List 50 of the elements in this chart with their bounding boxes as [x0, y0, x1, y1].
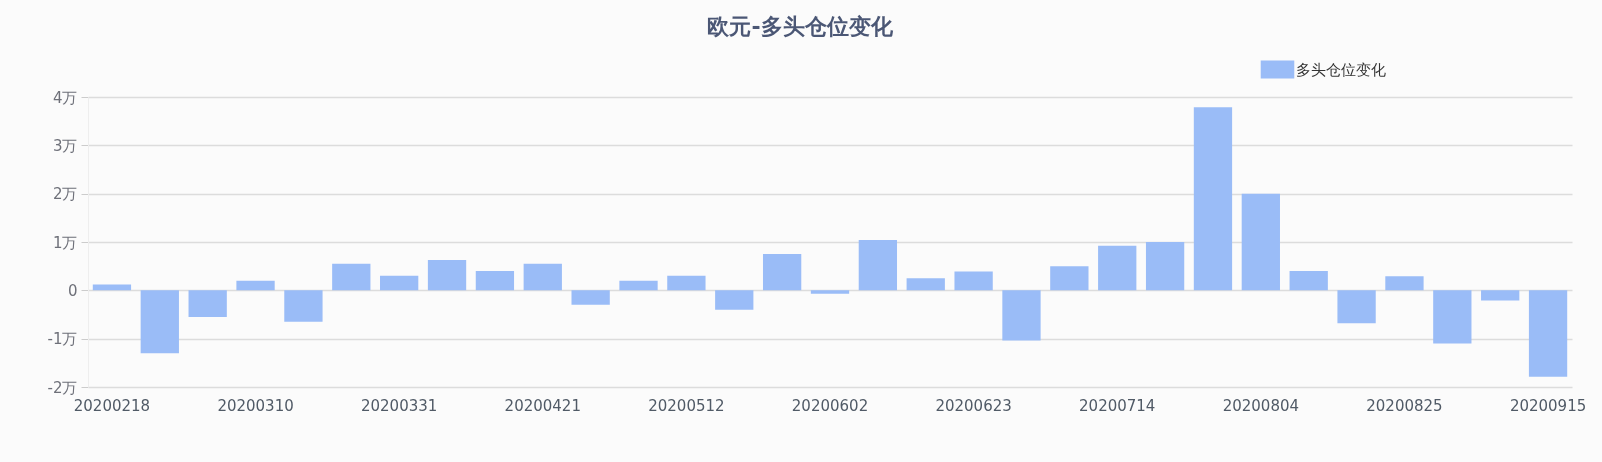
bar: [619, 280, 658, 291]
bar: [1481, 290, 1520, 301]
bar: [715, 290, 754, 310]
bar: [140, 290, 179, 354]
bar: [954, 271, 993, 291]
y-tick-label: 3万: [52, 136, 78, 155]
x-tick-label: 20200602: [791, 396, 869, 415]
bar: [475, 271, 515, 291]
x-tick-label: 20200825: [1366, 396, 1443, 415]
y-tick-label: -1万: [47, 330, 78, 349]
bar: [810, 290, 850, 294]
bar: [1145, 242, 1185, 291]
x-tick-label: 20200310: [217, 396, 294, 415]
x-tick-label: 20200512: [648, 396, 725, 415]
chart-title: 欧元-多头仓位变化: [707, 14, 894, 39]
y-tick-label: 2万: [52, 185, 78, 204]
bar: [1193, 107, 1233, 291]
bar: [523, 263, 562, 291]
bar: [1528, 290, 1568, 377]
bar: [380, 275, 419, 291]
bar: [1337, 290, 1376, 324]
bar: [284, 290, 323, 322]
x-tick-label: 20200623: [935, 396, 1012, 415]
bar: [332, 263, 371, 291]
bar: [1433, 290, 1472, 344]
bar: [667, 275, 706, 291]
bar: [1002, 290, 1041, 341]
bar: [762, 254, 802, 291]
y-tick-label: 1万: [52, 233, 78, 252]
x-tick-label: 20200915: [1509, 396, 1587, 415]
bar: [1385, 276, 1424, 291]
bar: [1098, 245, 1137, 291]
x-tick-label: 20200714: [1079, 396, 1156, 415]
bar: [1241, 193, 1280, 291]
bar: [906, 278, 945, 291]
bar: [571, 290, 610, 305]
legend-label: 多头仓位变化: [1296, 60, 1386, 79]
bar: [427, 259, 467, 291]
bar: [1050, 266, 1089, 291]
y-tick-label: -2万: [47, 378, 78, 397]
x-tick-label: 20200421: [504, 396, 581, 415]
y-tick-label: 4万: [52, 88, 78, 107]
x-tick-label: 20200218: [73, 396, 151, 415]
bar: [1289, 271, 1328, 291]
bar: [236, 280, 275, 291]
bar: [188, 290, 227, 317]
y-tick-label: 0: [67, 281, 78, 300]
x-tick-label: 20200804: [1222, 396, 1300, 415]
x-tick-label: 20200331: [360, 396, 438, 415]
bar: [858, 240, 898, 291]
